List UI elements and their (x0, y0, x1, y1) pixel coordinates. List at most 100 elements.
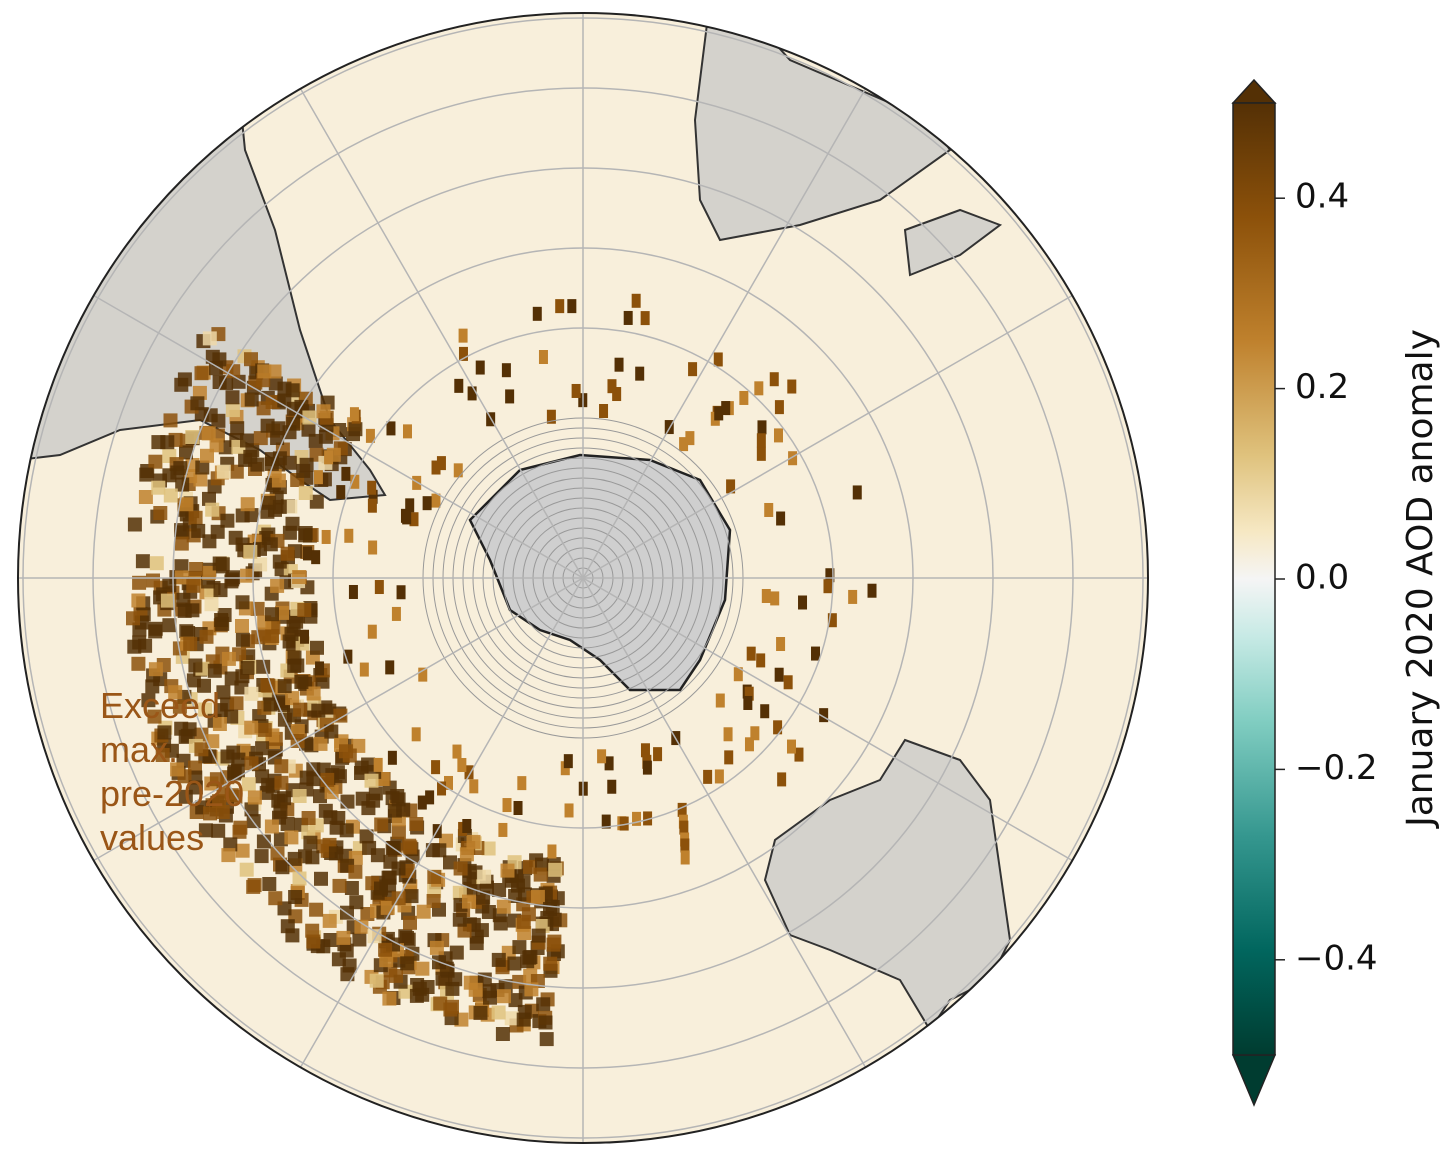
aod-cell (243, 449, 258, 464)
aod-cell (131, 593, 146, 608)
aod-cell (495, 1027, 510, 1041)
aod-cell (311, 703, 326, 718)
aod-cell (491, 952, 506, 967)
aod-cell (287, 851, 302, 866)
aod-cell (177, 372, 192, 387)
colorbar-tick-label: −0.2 (1295, 748, 1378, 788)
aod-cell (547, 912, 562, 927)
aod-cell (336, 930, 351, 945)
aod-cell (496, 899, 511, 914)
aod-cell (404, 889, 419, 904)
aod-cell (149, 556, 164, 571)
aod-cell (260, 678, 275, 693)
aod-cell (235, 843, 250, 858)
aod-cell (507, 956, 522, 971)
aod-cell (723, 727, 733, 742)
aod-cell (466, 834, 481, 849)
aod-cell (221, 848, 236, 863)
aod-cell (733, 667, 743, 682)
aod-cell (225, 403, 240, 418)
aod-cell (257, 364, 272, 379)
aod-cell (310, 640, 324, 655)
aod-cell (383, 854, 398, 869)
aod-cell (282, 455, 297, 470)
aod-cell (770, 591, 780, 606)
aod-cell (194, 742, 209, 757)
aod-cell (308, 433, 323, 448)
aod-cell (493, 916, 508, 931)
aod-cell (680, 850, 690, 865)
aod-cell (449, 945, 464, 960)
aod-cell (811, 646, 821, 661)
aod-cell (297, 603, 312, 617)
aod-cell (458, 346, 468, 361)
aod-cell (400, 931, 414, 945)
longitude-line (582, 577, 1103, 879)
aod-cell (362, 840, 377, 855)
aod-cell (207, 663, 222, 678)
aod-cell (170, 762, 185, 777)
aod-cell (216, 464, 231, 479)
aod-cell (359, 829, 374, 844)
aod-cell (244, 392, 259, 407)
aod-cell (505, 389, 515, 404)
aod-cell (389, 968, 403, 983)
aod-cell (739, 390, 749, 405)
aod-cell (400, 956, 415, 971)
aod-cell (632, 811, 642, 826)
aod-cell (431, 760, 441, 775)
aod-cell (530, 889, 545, 904)
aod-cell (773, 720, 783, 735)
aod-cell (138, 490, 153, 504)
aod-cell (175, 477, 190, 492)
aod-cell (422, 496, 432, 511)
aod-cell (275, 860, 290, 875)
aod-cell (235, 595, 250, 610)
aod-cell (368, 489, 378, 504)
aod-cell (512, 974, 527, 989)
aod-cell (477, 869, 492, 884)
aod-cell (463, 975, 478, 990)
aod-cell (798, 595, 808, 610)
aod-cell (270, 578, 285, 593)
aod-cell (373, 757, 383, 772)
aod-cell (299, 457, 314, 472)
aod-cell (481, 841, 496, 856)
aod-cell (653, 747, 663, 762)
aod-cell (359, 662, 369, 677)
aod-cell (186, 578, 201, 593)
annotation-line: max. (100, 729, 178, 770)
aod-cell (867, 583, 877, 598)
aod-cell (560, 761, 570, 776)
aod-cell (754, 381, 764, 396)
aod-cell (500, 863, 515, 878)
aod-cell (313, 789, 327, 804)
aod-cell (220, 513, 235, 528)
aod-cell (179, 445, 193, 460)
aod-cell (126, 611, 140, 626)
aod-cell (339, 744, 353, 759)
aod-cell (174, 536, 189, 551)
aod-cell (538, 1015, 553, 1030)
aod-cell (318, 803, 333, 818)
aod-cell (160, 593, 175, 608)
aod-cell (315, 661, 325, 676)
aod-cell (298, 486, 313, 500)
aod-cell (223, 837, 238, 852)
aod-cell (240, 497, 255, 512)
colorbar-label: January 2020 AOD anomaly (1400, 329, 1440, 829)
colorbar-extend-bottom (1231, 1054, 1277, 1107)
aod-cell (202, 491, 216, 506)
aod-cell (411, 727, 421, 742)
aod-cell (221, 651, 236, 666)
aod-cell (233, 820, 248, 835)
aod-cell (305, 850, 320, 865)
aod-cell (202, 534, 217, 549)
aod-cell (239, 862, 254, 877)
aod-cell (284, 627, 299, 641)
aod-cell (459, 847, 474, 862)
aod-cell (612, 387, 622, 402)
aod-cell (531, 928, 546, 943)
aod-cell (429, 940, 444, 955)
aod-cell (163, 413, 178, 428)
